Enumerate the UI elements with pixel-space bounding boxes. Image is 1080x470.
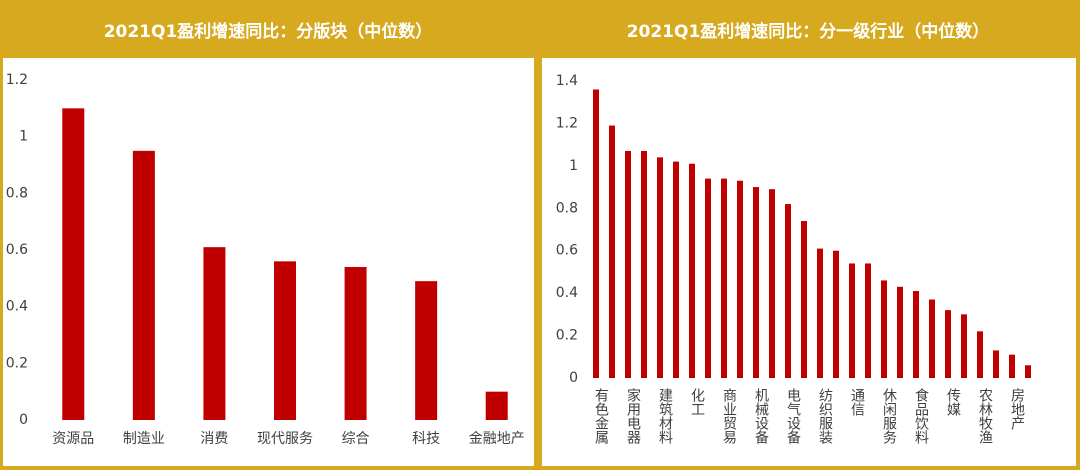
bar xyxy=(344,267,367,420)
y-tick-label: 1 xyxy=(19,129,28,145)
x-tick-label: 现代服务 xyxy=(257,431,313,447)
chart-title: 2021Q1盈利增速同比：分版块（中位数） xyxy=(104,21,433,42)
bar xyxy=(753,187,759,378)
bar xyxy=(609,125,615,378)
chart-title: 2021Q1盈利增速同比：分一级行业（中位数） xyxy=(627,21,990,42)
bar xyxy=(897,286,903,378)
y-tick-label: 1.2 xyxy=(556,115,578,131)
bar xyxy=(673,161,679,378)
x-tick-label: 电气设备 xyxy=(785,388,801,444)
x-tick-label: 消费 xyxy=(200,431,228,447)
right-panel xyxy=(542,58,1076,466)
x-tick-label: 传媒 xyxy=(945,388,961,416)
bar xyxy=(132,150,155,421)
bar xyxy=(641,151,647,378)
bar xyxy=(62,108,85,420)
bar xyxy=(817,248,823,378)
bar xyxy=(785,204,791,378)
bar xyxy=(801,221,807,378)
y-tick-label: 0.6 xyxy=(6,242,28,258)
y-tick-label: 0.8 xyxy=(6,185,28,201)
x-tick-label: 家用电器 xyxy=(625,387,641,444)
bar xyxy=(977,331,983,378)
x-tick-label: 建筑材料 xyxy=(657,388,673,444)
x-tick-label: 休闲服务 xyxy=(881,388,897,444)
bar xyxy=(274,261,296,420)
x-tick-label: 有色金属 xyxy=(593,388,609,444)
x-tick-label: 房地产 xyxy=(1009,388,1025,431)
x-tick-label: 通信 xyxy=(849,388,865,416)
x-tick-label: 农林牧渔 xyxy=(977,388,993,444)
bar xyxy=(865,263,871,378)
x-tick-label: 商业贸易 xyxy=(721,388,737,444)
bar xyxy=(737,180,743,378)
bar xyxy=(721,178,727,378)
bar xyxy=(913,291,919,378)
x-tick-label: 金融地产 xyxy=(469,431,525,447)
x-tick-label: 化工 xyxy=(689,388,705,416)
y-tick-label: 0.2 xyxy=(6,355,28,371)
bar xyxy=(833,250,839,378)
bar xyxy=(485,391,508,420)
bar xyxy=(657,157,663,378)
y-tick-label: 0.6 xyxy=(556,243,578,259)
bar xyxy=(415,281,438,420)
y-tick-label: 0.8 xyxy=(556,200,578,216)
y-tick-label: 0 xyxy=(19,412,28,428)
x-tick-label: 综合 xyxy=(342,431,370,447)
bar xyxy=(769,189,775,378)
bar xyxy=(881,280,887,378)
bar xyxy=(1025,365,1031,378)
bar xyxy=(849,263,855,378)
y-tick-label: 0.4 xyxy=(6,299,28,315)
bar xyxy=(203,247,226,420)
y-tick-label: 1 xyxy=(569,158,578,174)
x-tick-label: 机械设备 xyxy=(753,388,769,444)
y-tick-label: 1.4 xyxy=(556,73,578,89)
y-tick-label: 0.4 xyxy=(556,285,578,301)
bar xyxy=(1009,354,1015,378)
bar xyxy=(593,89,599,378)
bar xyxy=(961,314,967,378)
y-tick-label: 0 xyxy=(569,370,578,386)
x-tick-label: 制造业 xyxy=(123,431,165,447)
bar xyxy=(945,310,951,378)
x-tick-label: 食品饮料 xyxy=(913,387,929,444)
left-panel xyxy=(3,58,534,466)
y-tick-label: 0.2 xyxy=(556,328,578,344)
bar xyxy=(929,299,935,378)
x-tick-label: 科技 xyxy=(412,431,440,447)
bar xyxy=(705,178,711,378)
x-tick-label: 纺织服装 xyxy=(817,388,833,444)
x-tick-label: 资源品 xyxy=(52,431,94,447)
bar xyxy=(993,350,999,378)
bar xyxy=(625,151,631,378)
bar xyxy=(689,163,695,378)
y-tick-label: 1.2 xyxy=(6,72,28,88)
